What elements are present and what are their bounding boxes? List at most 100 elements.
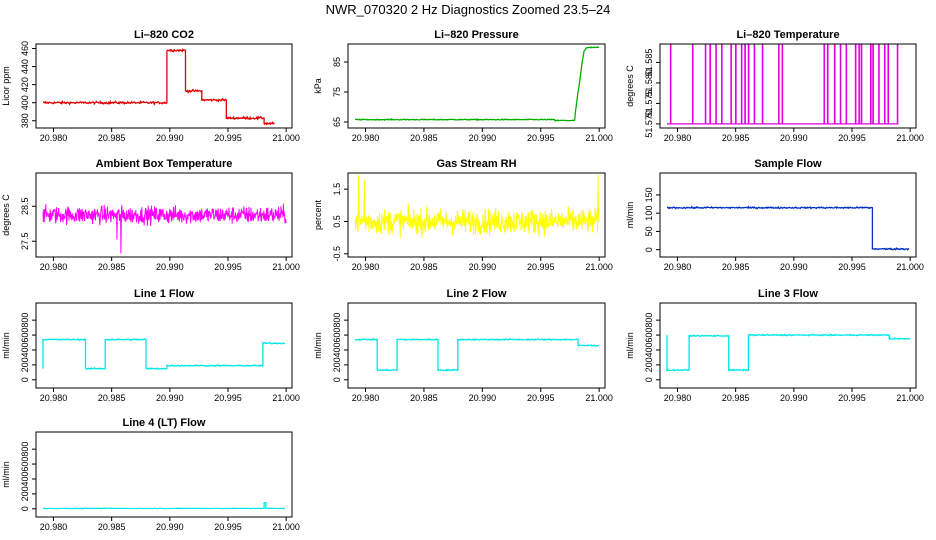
y-axis-label: degrees C [625,65,635,107]
series-line [667,44,899,125]
plot-frame [659,43,917,129]
x-tick-label: 21.000 [585,393,613,403]
y-tick-label: 0.5 [332,215,342,228]
panel-7: Line 1 Flow ml/min 20.980 20.985 20.990 20.99… [1,288,300,403]
x-tick-label: 21.000 [585,133,613,143]
panel-title: Li–820 Pressure [434,29,518,41]
y-tick-label: 51.580 [644,69,654,97]
x-tick-label: 21.000 [585,262,613,272]
x-tick-label: 20.985 [98,262,126,272]
x-tick-label: 20.980 [352,393,380,403]
figure-title: NWR_070320 2 Hz Diagnostics Zoomed 23.5–… [325,2,611,17]
x-tick-label: 20.995 [214,262,242,272]
y-tick-label: 0 [644,377,654,382]
y-tick-label: 800 [644,313,654,328]
series-line [666,205,910,251]
plot-frame [659,172,917,258]
panel-title: Li–820 Temperature [736,29,839,41]
x-tick-label: 20.980 [664,133,692,143]
y-axis-label: percent [313,199,323,230]
y-tick-label: 150 [644,187,654,202]
y-tick-label: 65 [332,117,342,127]
y-tick-label: 400 [20,471,30,486]
panel-8: Line 2 Flow ml/min 20.980 20.985 20.990 20.99… [313,288,613,403]
y-axis-label: ml/min [1,332,11,359]
y-tick-label: 800 [20,442,30,457]
y-tick-label: 0 [332,377,342,382]
x-tick-label: 20.995 [838,133,866,143]
y-tick-label: 0 [644,247,654,252]
panel-3: Li–820 Temperature degrees C 20.980 20.985 2… [625,29,924,143]
panel-5: Gas Stream RH percent 20.980 20.985 20.990 20… [313,158,613,272]
y-tick-label: 200 [644,357,654,372]
panel-title: Line 2 Flow [447,288,507,300]
series-line [42,337,286,371]
x-tick-label: 20.985 [98,393,126,403]
y-tick-label: 200 [332,357,342,372]
panel-1: Li–820 CO2 Licor ppm 20.980 20.985 20.990 20.… [1,29,300,143]
series-line [42,47,275,126]
plot-frame [35,302,293,389]
panel-title: Line 1 Flow [134,288,194,300]
x-tick-label: 20.985 [410,393,438,403]
x-tick-label: 20.995 [527,133,555,143]
y-tick-label: 51.570 [644,110,654,138]
x-tick-label: 20.980 [40,393,68,403]
series-line [666,333,911,373]
panel-title: Sample Flow [754,158,822,170]
y-tick-label: 800 [20,313,30,328]
x-tick-label: 20.980 [40,522,68,532]
x-tick-label: 20.995 [838,393,866,403]
y-axis-label: degrees C [1,194,11,236]
x-tick-label: 20.995 [214,522,242,532]
y-tick-label: 800 [332,313,342,328]
panel-title: Ambient Box Temperature [96,158,233,170]
y-tick-label: 0 [20,377,30,382]
series-line [354,174,600,238]
y-axis-label: ml/min [313,332,323,359]
x-tick-label: 20.985 [722,133,750,143]
y-axis-label: ml/min [1,461,11,488]
y-tick-label: 75 [332,87,342,97]
x-tick-label: 20.995 [838,262,866,272]
panel-9: Line 3 Flow ml/min 20.980 20.985 20.990 20.99… [625,288,924,403]
x-tick-label: 20.980 [664,393,692,403]
y-tick-label: 27.5 [20,232,30,250]
plot-frame [347,172,606,258]
plot-frame [35,431,293,518]
x-tick-label: 21.000 [896,262,924,272]
panel-10: Line 4 (LT) Flow ml/min 20.980 20.985 20.990… [1,417,300,532]
x-tick-label: 20.995 [214,393,242,403]
y-tick-label: 600 [332,328,342,343]
y-tick-label: 400 [644,342,654,357]
y-tick-label: 600 [20,457,30,472]
x-tick-label: 20.985 [410,133,438,143]
x-tick-label: 20.995 [214,133,242,143]
series-line [42,203,287,254]
y-tick-label: 380 [20,113,30,128]
y-tick-label: 600 [20,328,30,343]
panel-6: Sample Flow ml/min 20.980 20.985 20.990 20.99… [625,158,924,272]
y-tick-label: 51.585 [644,49,654,77]
panel-2: Li–820 Pressure kPa 20.980 20.985 20.990 20.9… [313,29,613,143]
y-tick-label: 400 [20,95,30,110]
y-axis-label: Licor ppm [1,66,11,106]
x-tick-label: 20.995 [527,262,555,272]
x-tick-label: 20.985 [410,262,438,272]
x-tick-label: 21.000 [272,393,300,403]
x-tick-label: 20.980 [352,262,380,272]
y-tick-label: 51.575 [644,90,654,118]
y-tick-label: 0 [20,506,30,511]
y-axis-label: kPa [313,78,323,94]
x-tick-label: 20.990 [780,262,808,272]
x-tick-label: 20.990 [469,133,497,143]
x-tick-label: 20.990 [156,393,184,403]
x-tick-label: 20.980 [40,262,68,272]
x-tick-label: 20.980 [664,262,692,272]
y-tick-label: -0.5 [332,246,342,262]
y-tick-label: 100 [644,206,654,221]
y-tick-label: 200 [20,486,30,501]
y-tick-label: 400 [332,342,342,357]
x-tick-label: 20.990 [156,133,184,143]
